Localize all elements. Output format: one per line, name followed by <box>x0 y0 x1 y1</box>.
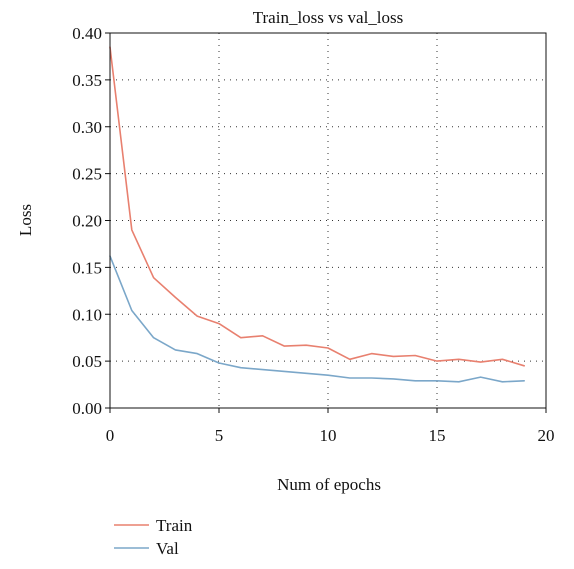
y-tick-label: 0.05 <box>72 352 102 371</box>
y-axis-label: Loss <box>16 204 35 236</box>
x-ticks: 0 5 10 15 20 <box>106 408 555 445</box>
y-ticks: 0.00 0.05 0.10 0.15 0.20 0.25 0.30 0.35 0.40 <box>72 24 110 418</box>
y-tick-label: 0.00 <box>72 399 102 418</box>
x-axis-label: Num of epochs <box>277 475 381 494</box>
legend: Train Val <box>114 516 193 558</box>
series-line-val <box>109 255 526 383</box>
x-tick-label: 0 <box>106 426 115 445</box>
y-tick-label: 0.10 <box>72 305 102 324</box>
y-tick-label: 0.40 <box>72 24 102 43</box>
y-tick-label: 0.20 <box>72 212 102 231</box>
x-tick-label: 10 <box>320 426 337 445</box>
series-line-train <box>109 46 526 367</box>
chart-title: Train_loss vs val_loss <box>253 8 404 27</box>
x-tick-label: 20 <box>538 426 555 445</box>
y-tick-label: 0.15 <box>72 258 102 277</box>
legend-label-train: Train <box>156 516 193 535</box>
y-tick-label: 0.30 <box>72 118 102 137</box>
series-lines <box>109 46 526 383</box>
x-tick-label: 5 <box>215 426 224 445</box>
y-tick-label: 0.35 <box>72 71 102 90</box>
y-tick-label: 0.25 <box>72 165 102 184</box>
legend-label-val: Val <box>156 539 179 558</box>
x-tick-label: 15 <box>429 426 446 445</box>
grid <box>110 33 546 408</box>
